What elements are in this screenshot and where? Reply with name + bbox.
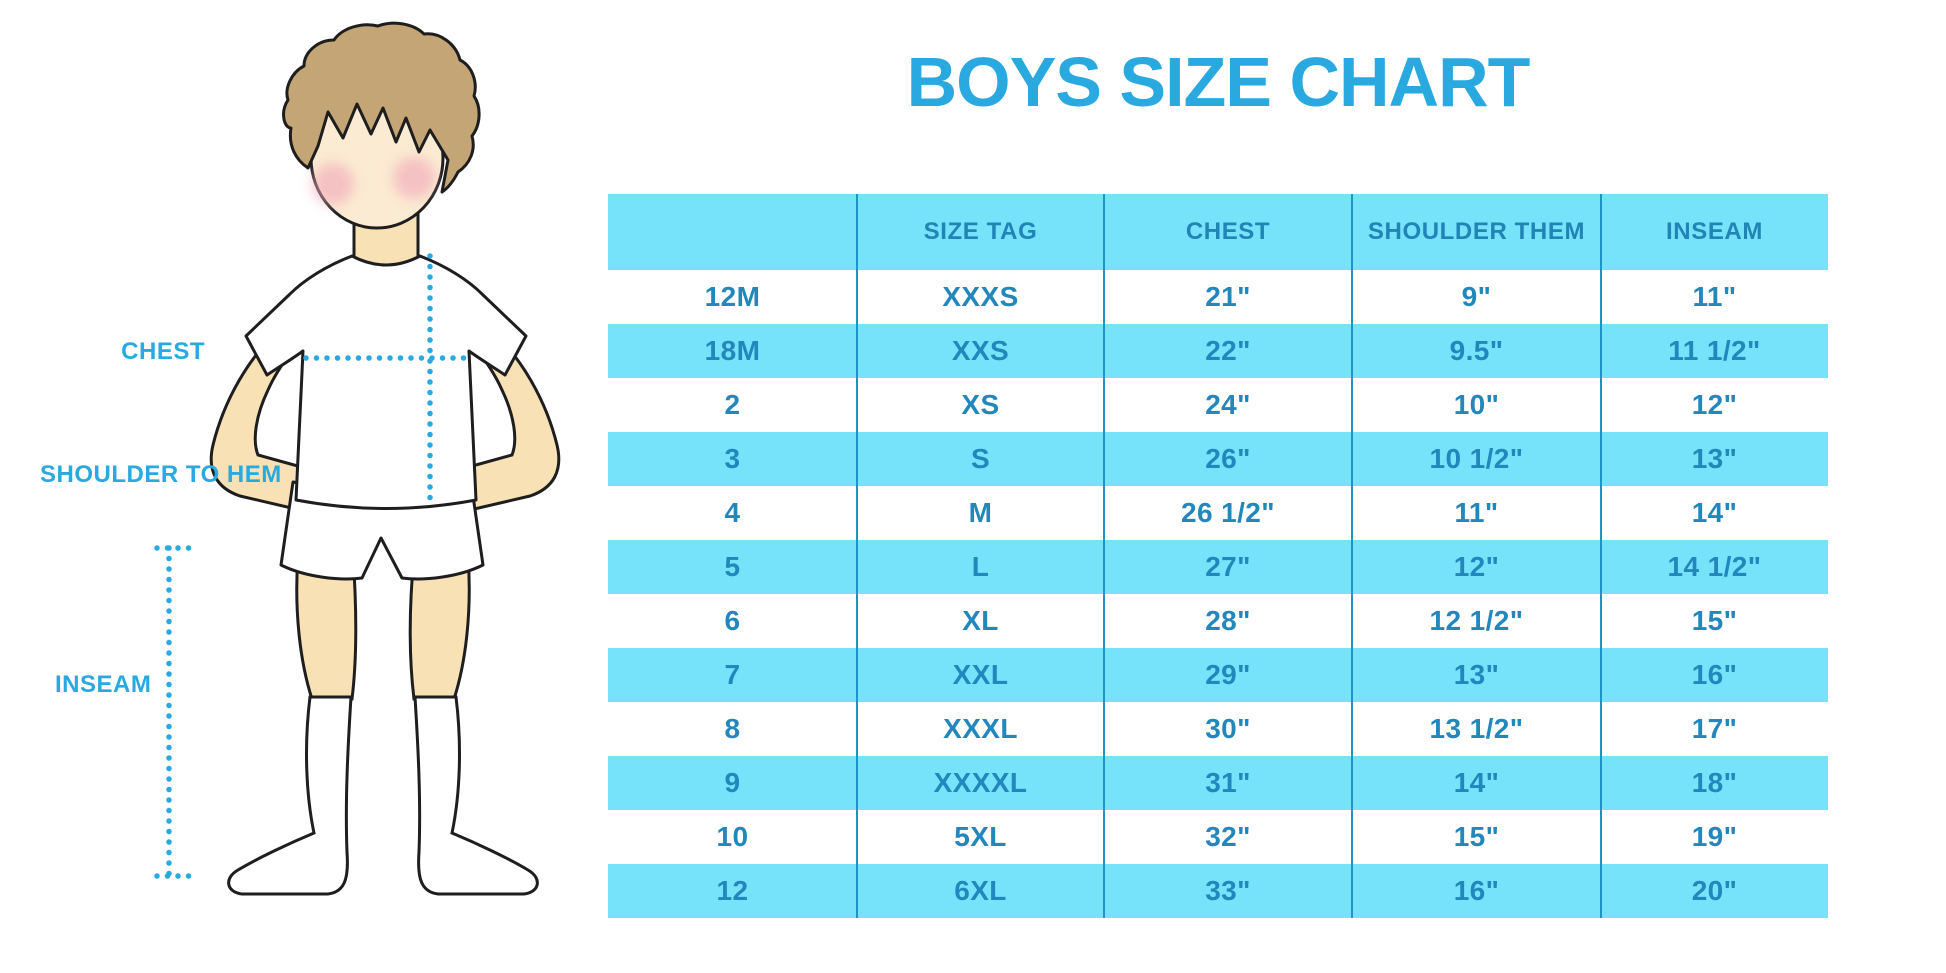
table-cell: 10" bbox=[1453, 389, 1500, 420]
table-row: 18M XXS 22" 9.5" 11 1/2" bbox=[608, 324, 1828, 378]
table-cell: XXXS bbox=[942, 281, 1019, 312]
table-cell: 9.5" bbox=[1449, 335, 1504, 366]
table-row: 2 XS 24" 10" 12" bbox=[608, 378, 1828, 432]
column-header: CHEST bbox=[1185, 218, 1271, 245]
column-divider bbox=[856, 194, 858, 918]
table-cell: 13 1/2" bbox=[1429, 713, 1524, 744]
table-cell: 14" bbox=[1691, 497, 1738, 528]
table-cell: 30" bbox=[1205, 713, 1251, 744]
table-row: 5 L 27" 12" 14 1/2" bbox=[608, 540, 1828, 594]
table-cell: 32" bbox=[1205, 821, 1251, 852]
table-cell: 19" bbox=[1691, 821, 1738, 852]
table-cell: 18M bbox=[704, 335, 761, 366]
boy-hair bbox=[282, 21, 481, 194]
column-header: SHOULDER THEM bbox=[1367, 218, 1586, 245]
column-divider bbox=[1351, 194, 1353, 918]
table-cell: 15" bbox=[1453, 821, 1500, 852]
table-row: 9 XXXXL 31" 14" 18" bbox=[608, 756, 1828, 810]
column-divider bbox=[1103, 194, 1105, 918]
table-cell: 11 1/2" bbox=[1668, 335, 1761, 366]
table-cell: 28" bbox=[1205, 605, 1251, 636]
table-row: 7 XXL 29" 13" 16" bbox=[608, 648, 1828, 702]
boy-arm-left bbox=[209, 328, 307, 512]
table-cell: 11" bbox=[1692, 281, 1737, 312]
boy-tshirt bbox=[244, 254, 528, 510]
table-cell: XXL bbox=[952, 659, 1009, 690]
table-cell: 6 bbox=[724, 605, 741, 636]
table-cell: 14" bbox=[1453, 767, 1500, 798]
table-cell: 31" bbox=[1205, 767, 1251, 798]
table-cell: XS bbox=[961, 389, 1000, 420]
table-cell: 11" bbox=[1454, 497, 1499, 528]
table-cell: XXXL bbox=[943, 713, 1018, 744]
table-cell: 18" bbox=[1691, 767, 1738, 798]
table-row: 3 S 26" 10 1/2" 13" bbox=[608, 432, 1828, 486]
table-cell: 24" bbox=[1205, 389, 1251, 420]
table-cell: 14 1/2" bbox=[1667, 551, 1762, 582]
chest-label: CHEST bbox=[121, 338, 205, 365]
table-cell: 21" bbox=[1205, 281, 1251, 312]
table-cell: 12" bbox=[1691, 389, 1738, 420]
column-header: SIZE TAG bbox=[923, 218, 1038, 245]
table-cell: 16" bbox=[1453, 875, 1500, 906]
table-cell: 5 bbox=[724, 551, 741, 582]
table-cell: 16" bbox=[1691, 659, 1738, 690]
table-cell: 6XL bbox=[954, 875, 1007, 906]
table-cell: L bbox=[971, 551, 990, 582]
boy-cheek-left bbox=[312, 163, 354, 205]
table-cell: 20" bbox=[1691, 875, 1738, 906]
shoulder-to-hem-label: SHOULDER TO HEM bbox=[40, 461, 282, 488]
table-cell: 4 bbox=[724, 497, 741, 528]
table-cell: 33" bbox=[1205, 875, 1251, 906]
table-header-row: SIZE TAG CHEST SHOULDER THEM INSEAM bbox=[608, 194, 1828, 270]
table-cell: 29" bbox=[1205, 659, 1251, 690]
table-cell: XXS bbox=[951, 335, 1010, 366]
table-cell: XL bbox=[962, 605, 999, 636]
column-divider bbox=[1600, 194, 1602, 918]
table-row: 12M XXXS 21" 9" 11" bbox=[608, 270, 1828, 324]
column-header: INSEAM bbox=[1666, 218, 1763, 245]
table-cell: 13" bbox=[1691, 443, 1738, 474]
size-table: SIZE TAG CHEST SHOULDER THEM INSEAM 12M … bbox=[608, 194, 1828, 918]
table-cell: 13" bbox=[1453, 659, 1500, 690]
table-cell: 12 1/2" bbox=[1429, 605, 1524, 636]
table-cell: 27" bbox=[1205, 551, 1251, 582]
table-cell: 9" bbox=[1461, 281, 1492, 312]
table-cell: 10 1/2" bbox=[1429, 443, 1524, 474]
table-cell: 12 bbox=[716, 875, 749, 906]
column-header bbox=[608, 194, 857, 270]
table-row: 4 M 26 1/2" 11" 14" bbox=[608, 486, 1828, 540]
table-cell: XXXXL bbox=[933, 767, 1028, 798]
page-title: BOYS SIZE CHART bbox=[906, 43, 1531, 121]
table-cell: 9 bbox=[724, 767, 741, 798]
boy-sock-left bbox=[227, 695, 353, 896]
table-cell: 2 bbox=[724, 389, 741, 420]
table-row: 12 6XL 33" 16" 20" bbox=[608, 864, 1828, 918]
table-cell: S bbox=[970, 443, 991, 474]
table-cell: 5XL bbox=[954, 821, 1007, 852]
boy-cheek-right bbox=[393, 157, 435, 199]
inseam-label: INSEAM bbox=[55, 671, 152, 698]
table-cell: 26" bbox=[1205, 443, 1251, 474]
table-cell: 8 bbox=[724, 713, 741, 744]
table-cell: 3 bbox=[724, 443, 741, 474]
table-cell: M bbox=[968, 497, 993, 528]
table-cell: 22" bbox=[1205, 335, 1251, 366]
table-cell: 17" bbox=[1691, 713, 1738, 744]
table-cell: 12M bbox=[704, 281, 761, 312]
boy-arm-right bbox=[463, 328, 561, 512]
table-cell: 12" bbox=[1453, 551, 1500, 582]
table-cell: 15" bbox=[1691, 605, 1738, 636]
table-cell: 10 bbox=[716, 821, 749, 852]
table-cell: 7 bbox=[724, 659, 741, 690]
table-cell: 26 1/2" bbox=[1181, 497, 1275, 528]
boy-sock-right bbox=[413, 695, 539, 896]
table-row: 6 XL 28" 12 1/2" 15" bbox=[608, 594, 1828, 648]
table-row: 8 XXXL 30" 13 1/2" 17" bbox=[608, 702, 1828, 756]
boy-measurement-illustration bbox=[154, 21, 561, 896]
table-row: 10 5XL 32" 15" 19" bbox=[608, 810, 1828, 864]
